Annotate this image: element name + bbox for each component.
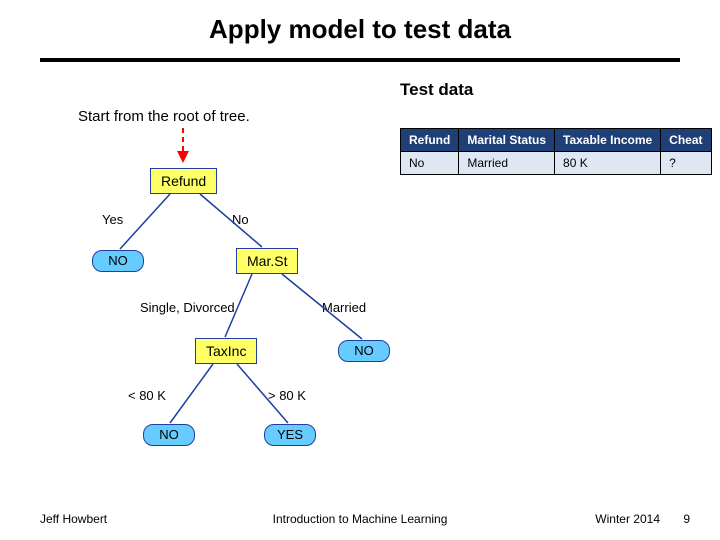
td-cheat: ? (661, 152, 711, 175)
testdata-label: Test data (400, 80, 473, 100)
th-income: Taxable Income (555, 129, 661, 152)
td-income: 80 K (555, 152, 661, 175)
edge-label-yes: Yes (102, 212, 123, 227)
td-marital: Married (459, 152, 555, 175)
title-rule (40, 58, 680, 62)
leaf-no-2: NO (338, 340, 390, 362)
edge-label-single: Single, Divorced (140, 300, 235, 315)
node-marst: Mar.St (236, 248, 298, 274)
td-refund: No (401, 152, 459, 175)
edge-label-lt80: < 80 K (128, 388, 166, 403)
table-row: No Married 80 K ? (401, 152, 712, 175)
slide: Apply model to test data Test data Start… (0, 0, 720, 540)
edge-label-married: Married (322, 300, 366, 315)
leaf-no-1: NO (92, 250, 144, 272)
node-refund: Refund (150, 168, 217, 194)
leaf-yes: YES (264, 424, 316, 446)
th-cheat: Cheat (661, 129, 711, 152)
footer-page: 9 (683, 512, 690, 526)
testdata-table: Refund Marital Status Taxable Income Che… (400, 128, 712, 175)
th-refund: Refund (401, 129, 459, 152)
subtitle: Start from the root of tree. (78, 108, 250, 125)
th-marital: Marital Status (459, 129, 555, 152)
node-taxinc: TaxInc (195, 338, 257, 364)
slide-title: Apply model to test data (0, 14, 720, 45)
footer-term: Winter 2014 (595, 512, 660, 526)
edge-label-gt80: > 80 K (268, 388, 306, 403)
edge-label-no: No (232, 212, 249, 227)
leaf-no-3: NO (143, 424, 195, 446)
